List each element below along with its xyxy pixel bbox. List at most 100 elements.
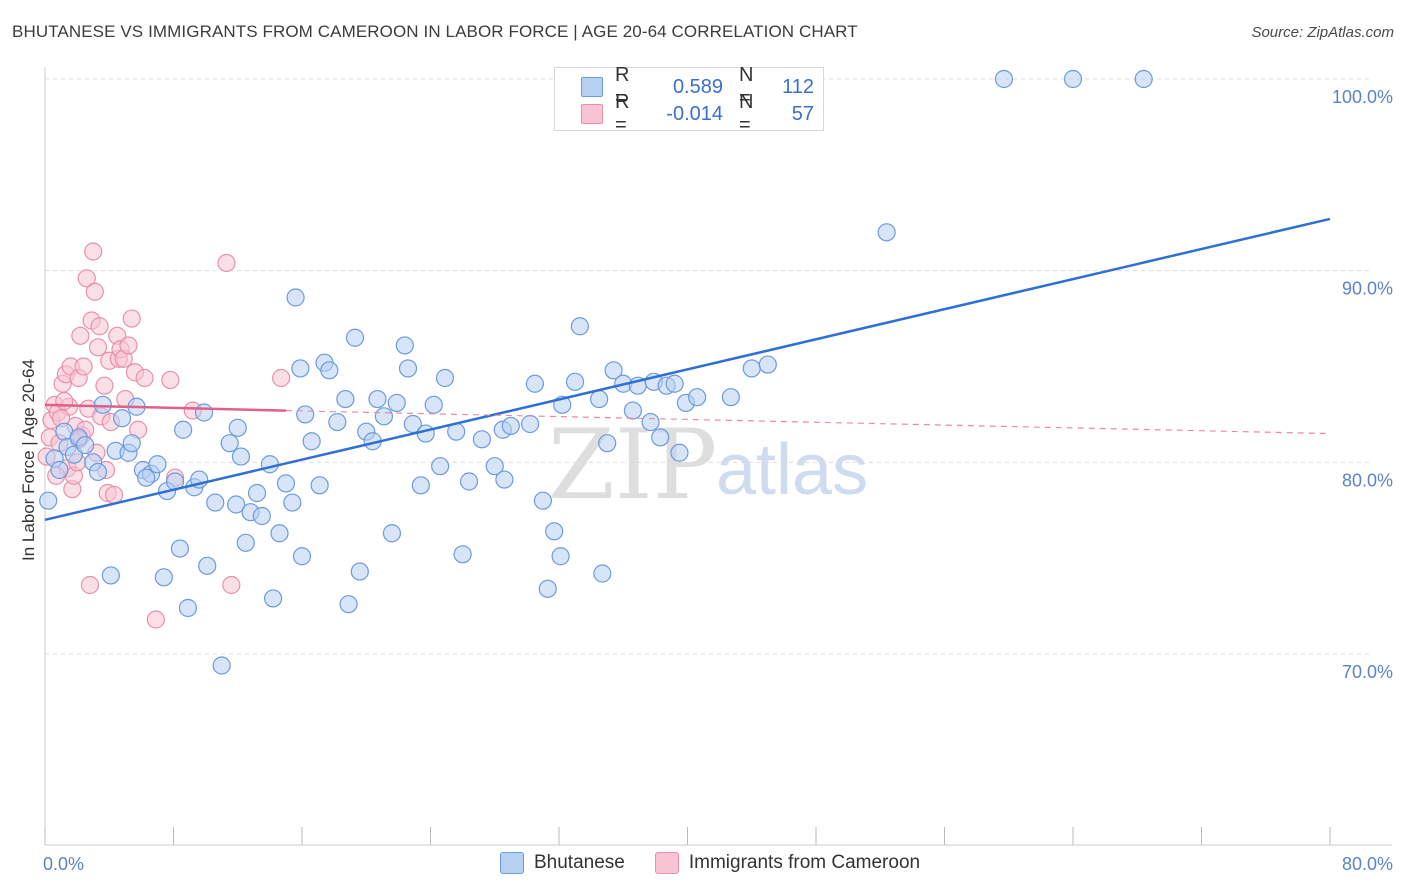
data-point [1134, 69, 1153, 89]
data-point [276, 474, 296, 493]
legend-n-value: 112 [782, 75, 814, 98]
data-point [459, 472, 479, 491]
bottom-legend-label-bhutanese: Bhutanese [534, 852, 625, 873]
data-point [263, 589, 283, 608]
data-point [310, 476, 329, 495]
legend-r-value: -0.014 [666, 102, 723, 125]
data-point [374, 407, 394, 426]
data-point [39, 491, 58, 510]
data-point [247, 483, 267, 503]
data-point [411, 476, 430, 495]
data-point [593, 564, 612, 583]
legend-r-label: R = [615, 64, 630, 109]
data-point [350, 562, 369, 581]
data-point [104, 485, 124, 505]
data-point [222, 575, 241, 595]
data-point [270, 524, 289, 543]
data-point [424, 395, 443, 414]
data-point [533, 491, 553, 510]
data-point [260, 455, 279, 474]
data-point [670, 443, 689, 462]
trend-lines [44, 217, 1331, 522]
data-point [336, 389, 355, 409]
data-point [227, 495, 246, 514]
bottom-legend-swatch-bhutanese [500, 852, 524, 874]
data-point [135, 368, 154, 388]
data-point [387, 393, 406, 413]
trend-line-cameroon [44, 403, 286, 412]
bottom-legend-bhutanese: Bhutanese [500, 852, 625, 874]
data-point [398, 359, 418, 378]
data-point [292, 547, 312, 566]
data-point [76, 435, 95, 455]
bottom-legend-label-cameroon: Immigrants from Cameroon [688, 852, 921, 873]
data-point [122, 434, 141, 453]
bottom-legend: Bhutanese Immigrants from Cameroon [500, 852, 950, 874]
data-point [122, 309, 141, 328]
data-point [994, 69, 1014, 89]
data-point [590, 389, 609, 409]
data-point [501, 416, 520, 436]
data-point [688, 388, 707, 407]
data-point [90, 317, 109, 336]
data-point [198, 556, 217, 575]
data-point [291, 359, 310, 378]
data-point [206, 493, 225, 512]
data-point [623, 401, 642, 420]
data-point [119, 336, 138, 355]
data-point [95, 376, 114, 395]
data-point [212, 656, 231, 675]
data-point [395, 336, 414, 355]
data-point [382, 524, 402, 543]
x-tick-label: 80.0% [1342, 854, 1393, 874]
y-tick-label: 80.0% [1342, 470, 1393, 490]
data-point [416, 424, 435, 443]
data-point [85, 282, 104, 301]
trend-line-bhutanese [44, 217, 1331, 522]
data-point [604, 361, 623, 380]
legend-n-value: 57 [791, 102, 814, 125]
legend-swatch-bhutanese [581, 77, 603, 97]
data-point [721, 388, 740, 407]
data-point [231, 447, 251, 466]
legend-n-label: N = [739, 91, 754, 136]
data-point [178, 598, 198, 618]
data-point [88, 338, 108, 357]
trend-line-cameroon-extension [285, 409, 1331, 435]
chart-title: BHUTANESE VS IMMIGRANTS FROM CAMEROON IN… [12, 22, 858, 41]
legend-r-value: 0.589 [672, 75, 723, 98]
y-tick-label: 90.0% [1342, 279, 1393, 299]
data-point [55, 391, 74, 411]
data-point [161, 370, 180, 390]
data-point [137, 468, 156, 487]
legend-box: R = 0.589 N = 112 R = -0.014 N = 57 [554, 64, 824, 136]
data-point [228, 418, 247, 437]
data-point [538, 579, 557, 598]
data-point [77, 269, 96, 288]
data-point [220, 434, 239, 453]
watermark-atlas: atlas [716, 430, 868, 510]
data-point [495, 470, 514, 489]
data-point [302, 432, 321, 451]
x-tick-labels: 0.0% 80.0% [43, 854, 1393, 874]
data-point [641, 412, 660, 432]
data-point [283, 493, 302, 512]
data-point [485, 457, 504, 476]
watermark-zip: ZIP [548, 409, 717, 521]
data-point [88, 462, 108, 482]
data-point [50, 460, 69, 480]
data-point [598, 434, 617, 453]
data-point [252, 506, 271, 526]
series-bhutanese [39, 69, 1153, 675]
data-point [472, 430, 491, 449]
legend-r-label: R = [615, 91, 630, 136]
data-point [368, 389, 387, 409]
data-point [758, 355, 777, 374]
data-point [742, 359, 761, 378]
data-point [170, 539, 190, 558]
data-point [236, 533, 255, 552]
data-point [112, 409, 132, 428]
data-point [194, 403, 214, 422]
data-point [565, 372, 585, 391]
